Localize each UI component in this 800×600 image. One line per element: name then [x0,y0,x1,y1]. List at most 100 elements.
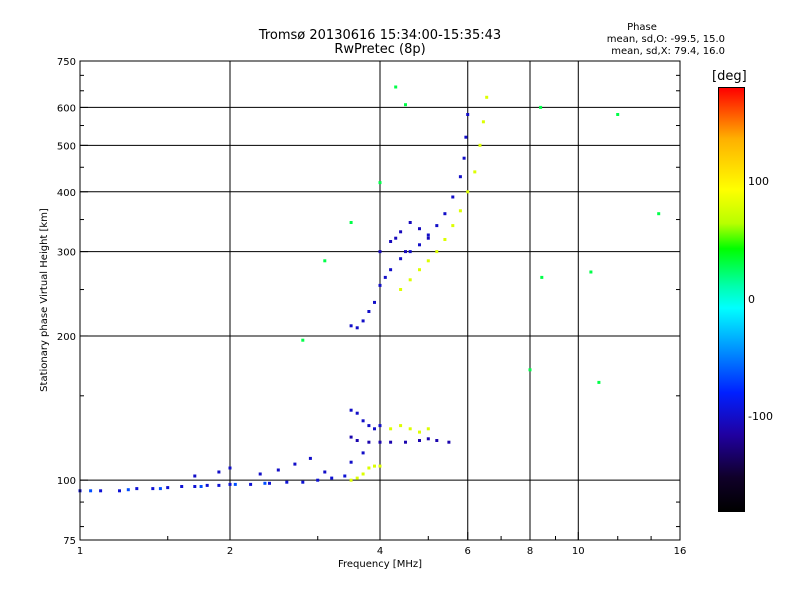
data-point [349,408,353,412]
data-point [373,464,376,468]
data-point [89,489,93,493]
data-point [408,427,412,431]
phase-x-stats: mean, sd,X: 79.4, 16.0 [611,46,725,57]
data-point [399,230,403,234]
data-point [228,482,232,486]
data-point [464,135,468,139]
data-point [99,489,103,493]
data-point [361,451,365,455]
x-tick-label: 2 [227,546,233,557]
x-tick-label: 16 [674,546,687,557]
data-point [383,275,387,279]
data-point [378,464,382,468]
phase-o-stats: mean, sd,O: -99.5, 15.0 [607,34,725,45]
data-point [193,474,197,478]
series-es-x-mode [349,424,430,482]
x-tick-label: 8 [527,546,533,557]
data-point [349,221,353,224]
phase-colorbar [718,87,745,512]
data-point [399,257,403,261]
data-point [426,427,430,431]
colorbar-tick-label: 100 [748,175,769,188]
chart-subtitle: RwPretec (8p) [334,42,425,57]
series-e-layer-scattered-echoes [193,451,365,478]
y-axis-label: Stationary phase Virtual Height [km] [39,208,50,392]
data-point [466,113,470,116]
data-point [301,338,305,342]
data-point [458,209,462,213]
x-axis-label: Frequency [MHz] [338,559,422,570]
data-point [180,485,184,488]
series-es-o-mode-lower- [349,435,451,444]
data-point [349,460,353,464]
data-point [217,483,221,487]
y-tick-label: 750 [57,57,76,68]
data-point [343,474,347,478]
data-point [349,435,353,439]
data-point [418,227,421,231]
data-point [349,478,353,482]
data-point [426,236,430,240]
data-point [166,486,170,490]
data-point [285,480,289,484]
data-point [528,368,532,372]
data-point [597,380,601,384]
data-point [458,175,462,179]
data-points [78,85,661,493]
data-point [276,468,280,472]
data-point [389,440,393,444]
y-tick-label: 300 [57,248,76,259]
data-point [435,439,439,442]
data-point [616,113,620,116]
data-point [481,120,485,124]
y-tick-label: 500 [57,141,76,152]
data-point [330,476,334,480]
data-point [373,300,376,304]
data-point [404,440,407,444]
data-point [389,268,393,272]
data-point [408,250,412,254]
data-point [249,482,253,486]
x-tick-label: 10 [572,546,585,557]
data-point [158,487,162,491]
data-point [478,143,482,147]
data-point [399,288,403,291]
data-point [418,430,421,434]
data-point [404,250,407,254]
data-point [217,470,221,474]
data-point [233,482,237,486]
data-point [443,212,447,216]
series-f-layer-x-mode [399,95,489,291]
data-point [193,485,197,488]
x-tick-label: 1 [77,546,83,557]
data-point [657,212,661,216]
data-point [268,481,271,485]
series-outliers [301,85,661,384]
data-point [394,236,398,240]
series-f-layer-o-mode [349,113,470,330]
data-point [466,190,470,194]
x-tick-label: 4 [377,546,383,557]
data-point [447,440,451,444]
data-point [263,481,267,485]
data-point [399,424,403,428]
y-axis-ticks: 75 100 200 300 400 500 600 750 [57,57,680,547]
data-point [258,472,262,476]
data-point [451,195,455,199]
data-point [373,427,376,431]
data-point [394,85,398,89]
data-point [228,466,232,470]
data-point [485,95,489,99]
data-point [378,181,382,185]
data-point [378,283,382,287]
data-point [426,233,430,237]
data-point [355,326,359,330]
data-point [443,238,447,241]
y-tick-label: 400 [57,188,76,199]
data-point [367,310,371,313]
data-point [378,424,382,428]
data-point [589,270,593,274]
data-point [349,324,353,328]
data-point [367,440,371,444]
